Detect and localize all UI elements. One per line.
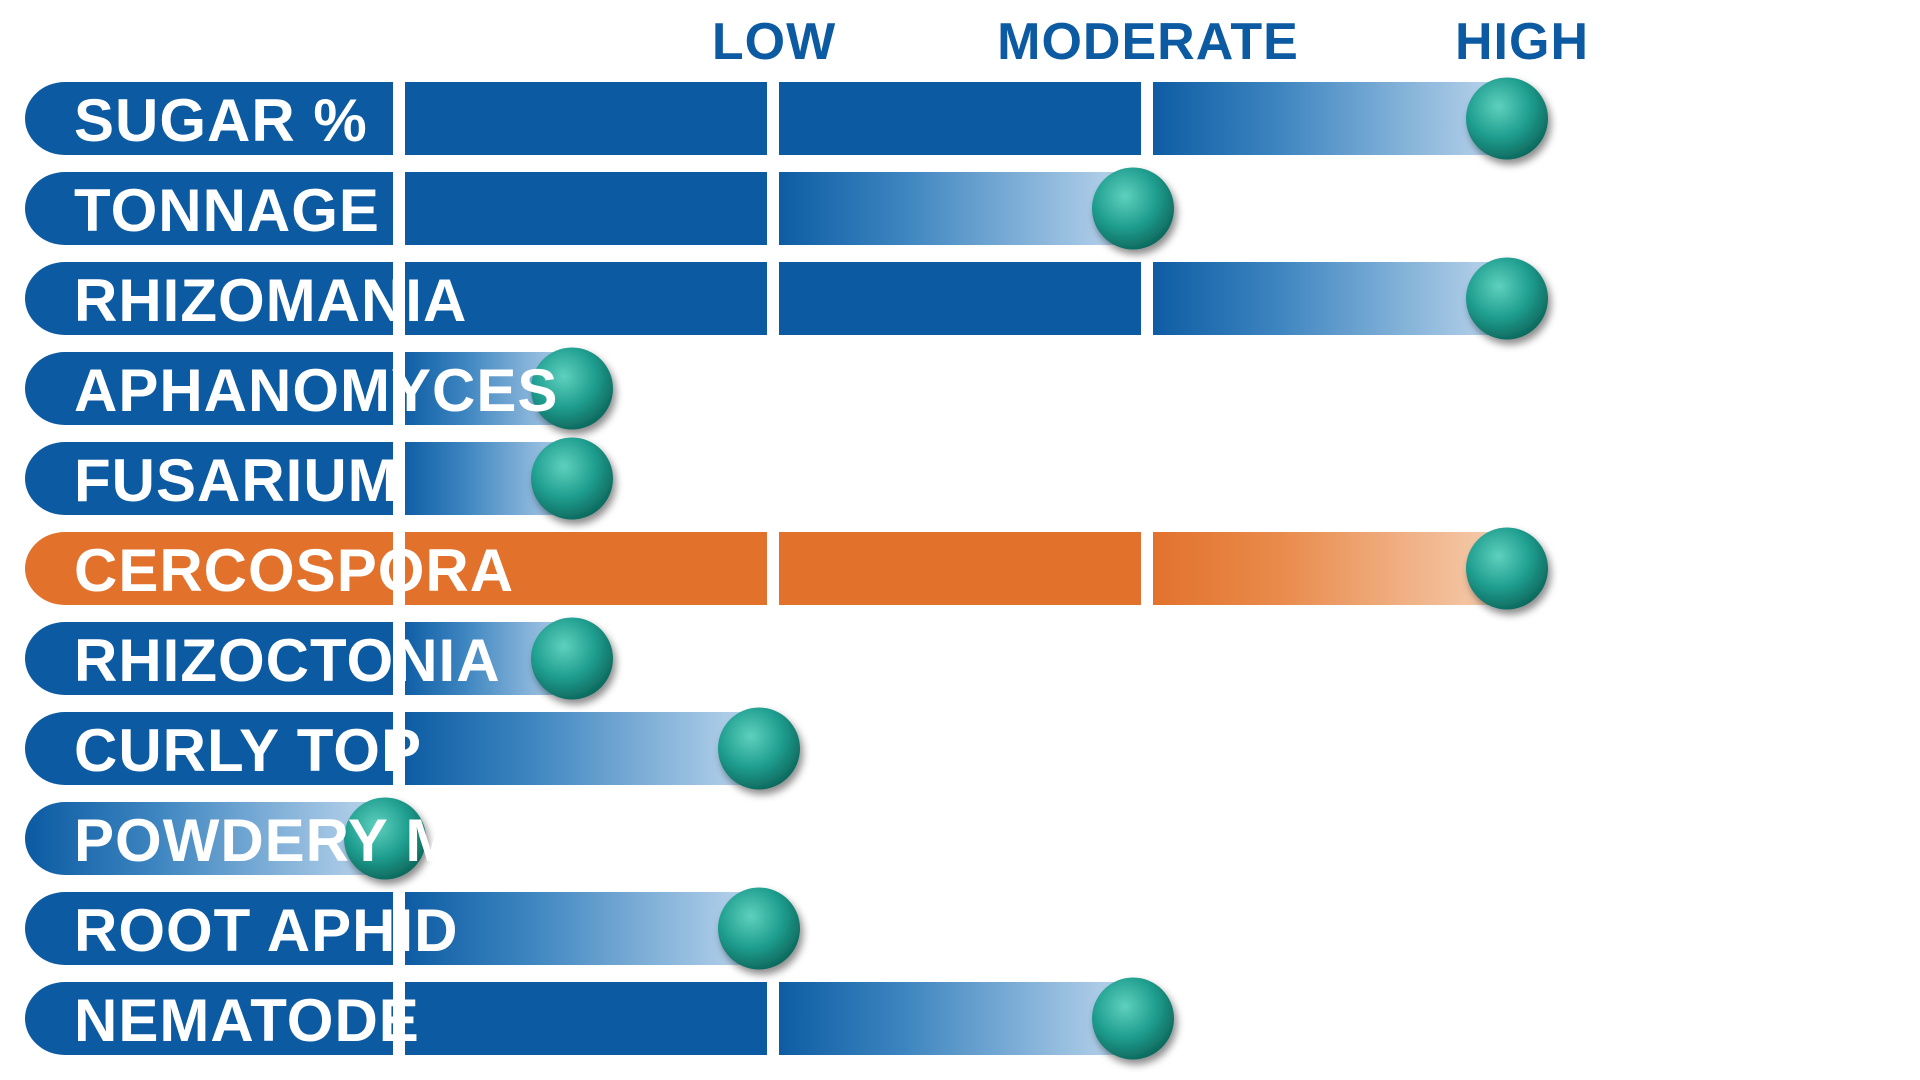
marker-ball [531, 347, 613, 430]
bar-divider [767, 80, 779, 157]
dividers-layer [393, 80, 1153, 1057]
markers-layer [344, 77, 1548, 1060]
bar-divider [393, 710, 405, 787]
bar-divider [393, 980, 405, 1057]
bar-divider [393, 80, 405, 157]
row-label-root-aphid: ROOT APHID [74, 896, 459, 964]
scale-label-high: HIGH [1455, 13, 1589, 71]
marker-ball [1092, 167, 1174, 250]
marker-ball [1092, 977, 1174, 1060]
marker-ball [718, 887, 800, 970]
bar-tonnage [25, 172, 1147, 245]
marker-ball [531, 437, 613, 520]
row-label-rhizoctonia: RHIZOCTONIA [74, 626, 501, 694]
bar-divider [393, 170, 405, 247]
bar-rhizoctonia [25, 622, 586, 695]
bar-divider [1141, 80, 1153, 157]
row-label-aphanomyces: APHANOMYCES [74, 356, 559, 424]
marker-ball [531, 617, 613, 700]
row-label-cercospora: CERCOSPORA [74, 536, 515, 604]
row-label-powdery-mildew: POWDERY MILDEW [74, 806, 655, 874]
bar-divider [393, 890, 405, 967]
bar-divider [767, 980, 779, 1057]
marker-ball [718, 707, 800, 790]
bar-divider [767, 260, 779, 337]
scale-label-moderate: MODERATE [997, 13, 1299, 71]
marker-ball [344, 797, 426, 880]
bar-divider [767, 530, 779, 607]
row-label-curly-top: CURLY TOP [74, 716, 422, 784]
bar-divider [1141, 260, 1153, 337]
bar-aphanomyces [25, 352, 586, 425]
bar-nematode [25, 982, 1147, 1055]
marker-ball [1466, 527, 1548, 610]
marker-ball [1466, 257, 1548, 340]
marker-ball [1466, 77, 1548, 160]
row-label-tonnage: TONNAGE [74, 176, 380, 244]
bar-divider [393, 260, 405, 337]
row-label-sugar: SUGAR % [74, 86, 368, 154]
bar-fusarium [25, 442, 586, 515]
row-label-nematode: NEMATODE [74, 986, 420, 1054]
bar-divider [393, 530, 405, 607]
bar-divider [393, 440, 405, 517]
row-label-fusarium: FUSARIUM [74, 446, 399, 514]
bar-divider [393, 350, 405, 427]
bar-divider [767, 170, 779, 247]
row-label-rhizomania: RHIZOMANIA [74, 266, 468, 334]
bar-divider [1141, 530, 1153, 607]
bar-powdery-mildew [25, 802, 399, 875]
scale-label-low: LOW [711, 13, 837, 71]
bar-divider [393, 620, 405, 697]
